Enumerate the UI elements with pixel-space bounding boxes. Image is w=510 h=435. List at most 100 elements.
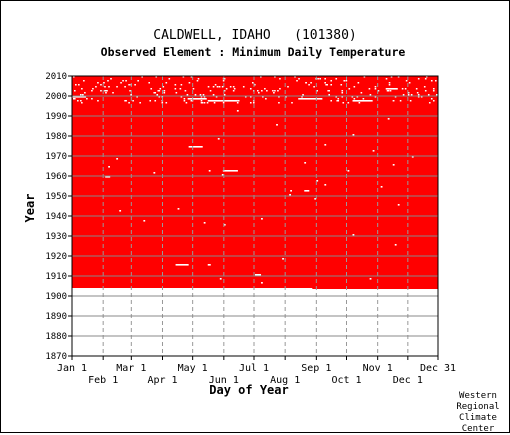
missing-point — [81, 88, 83, 90]
missing-point — [190, 100, 193, 102]
missing-point — [237, 100, 240, 102]
observed-data-region — [72, 76, 438, 289]
missing-point — [428, 102, 431, 104]
missing-point — [103, 82, 105, 84]
missing-point — [409, 100, 412, 102]
missing-point — [249, 96, 252, 98]
missing-point — [158, 90, 161, 92]
missing-point — [92, 88, 94, 90]
missing-point — [362, 98, 365, 100]
y-tick-label: 1900 — [45, 292, 67, 302]
missing-point — [155, 76, 158, 78]
missing-point — [424, 90, 427, 92]
missing-point — [425, 76, 428, 78]
missing-point — [427, 94, 430, 96]
missing-point — [124, 86, 126, 88]
missing-point — [122, 80, 124, 82]
missing-point — [357, 82, 360, 84]
credit-line: Western — [459, 391, 497, 401]
missing-point — [330, 100, 333, 102]
missing-point — [253, 84, 256, 86]
missing-point — [313, 86, 315, 88]
missing-point — [328, 90, 331, 92]
missing-point — [423, 86, 426, 88]
x-tick-label: Aug 1 — [270, 375, 300, 386]
missing-point — [223, 224, 226, 226]
missing-point — [95, 86, 97, 88]
missing-point — [404, 88, 407, 90]
missing-point — [356, 96, 359, 98]
missing-point — [214, 100, 217, 102]
missing-point — [363, 76, 366, 78]
missing-point — [343, 80, 346, 82]
missing-point — [190, 76, 193, 78]
missing-point — [314, 198, 317, 200]
missing-point — [199, 94, 202, 96]
missing-point — [97, 100, 99, 102]
missing-point — [273, 92, 275, 94]
missing-point — [105, 92, 107, 94]
missing-span — [187, 98, 207, 100]
missing-point — [405, 80, 408, 82]
missing-point — [242, 86, 245, 88]
missing-point — [215, 96, 218, 98]
missing-point — [317, 78, 319, 80]
missing-point — [348, 88, 351, 90]
missing-point — [392, 100, 395, 102]
missing-point — [278, 102, 280, 104]
y-tick-label: 2010 — [45, 72, 67, 82]
missing-point — [130, 94, 132, 96]
missing-point — [265, 98, 267, 100]
missing-point — [399, 100, 402, 102]
missing-point — [225, 88, 228, 90]
missing-span — [207, 264, 211, 266]
missing-point — [341, 90, 344, 92]
missing-point — [154, 100, 157, 102]
missing-point — [150, 88, 153, 90]
missing-point — [291, 102, 293, 104]
missing-point — [223, 90, 226, 92]
credit-block: Western Regional Climate Center — [448, 391, 508, 435]
missing-span — [298, 98, 323, 100]
missing-point — [351, 96, 354, 98]
missing-point — [165, 102, 168, 104]
missing-point — [407, 92, 410, 94]
missing-point — [174, 88, 177, 90]
x-tick-label: Nov 1 — [363, 363, 393, 374]
missing-span — [188, 146, 203, 148]
missing-point — [105, 90, 107, 92]
missing-point — [217, 138, 220, 140]
missing-point — [136, 96, 138, 98]
missing-point — [369, 278, 372, 280]
missing-point — [397, 76, 400, 78]
missing-point — [77, 100, 79, 102]
x-tick-label: Jul 1 — [239, 363, 269, 374]
credit-line: Climate — [459, 413, 497, 423]
missing-point — [213, 102, 216, 104]
missing-point — [374, 96, 377, 98]
y-tick-label: 1950 — [45, 192, 67, 202]
missing-point — [337, 100, 340, 102]
missing-span — [105, 176, 111, 178]
missing-point — [296, 80, 298, 82]
missing-point — [435, 94, 438, 96]
missing-point — [330, 84, 333, 86]
missing-point — [252, 102, 255, 104]
missing-point — [206, 102, 209, 104]
missing-point — [335, 78, 338, 80]
missing-point — [186, 94, 189, 96]
axis-layer: 1870 1880 1890 1900 1910 1920 1930 1940 1950 1960… — [45, 72, 456, 386]
missing-point — [222, 102, 225, 104]
y-tick-label: 1890 — [45, 312, 67, 322]
missing-point — [212, 86, 215, 88]
missing-point — [134, 84, 136, 86]
y-tick-label: 1980 — [45, 132, 67, 142]
y-tick-label: 1880 — [45, 332, 67, 342]
missing-point — [165, 82, 168, 84]
missing-point — [73, 98, 75, 100]
missing-point — [180, 96, 183, 98]
missing-point — [380, 186, 383, 188]
missing-point — [119, 210, 122, 212]
missing-point — [197, 78, 200, 80]
